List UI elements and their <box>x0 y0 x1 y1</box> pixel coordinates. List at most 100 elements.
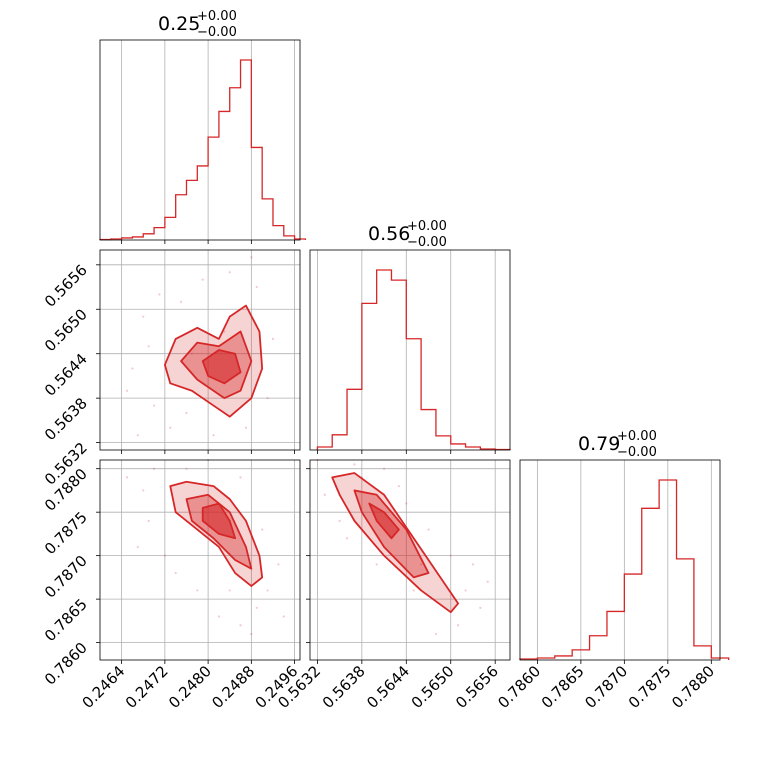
scatter-point <box>449 554 452 557</box>
scatter-point <box>196 589 199 592</box>
scatter-point <box>250 632 253 636</box>
scatter-point <box>228 271 231 274</box>
panel-title-0: 0.25 +0.00 −0.00 <box>158 9 237 40</box>
x-tick-label: 0.5638 <box>319 662 369 712</box>
panel-frame <box>519 459 721 661</box>
x-tick-label: 0.2464 <box>79 662 129 712</box>
y-tick-label: 0.7865 <box>41 595 91 645</box>
scatter-point <box>142 489 145 492</box>
title-plus-1: +0.00 <box>407 219 447 234</box>
scatter-point <box>250 256 253 259</box>
panel-layer: 0.78600.78650.78700.78750.78800.56320.56… <box>41 39 730 712</box>
x-tick-label: 0.7875 <box>625 662 675 712</box>
scatter-point <box>427 528 430 531</box>
scatter-point <box>185 467 188 470</box>
title-value-1: 0.56 <box>368 223 410 245</box>
panel-frame <box>309 459 511 661</box>
scatter-point <box>244 426 248 429</box>
y-tick-label: 0.5644 <box>41 350 91 400</box>
x-tick-label: 0.2472 <box>122 662 172 712</box>
density-panel-1: 0.24640.24720.24800.24880.24960.78600.78… <box>41 458 301 712</box>
scatter-point <box>142 315 145 318</box>
scatter-point <box>255 285 258 289</box>
scatter-point <box>190 352 193 355</box>
scatter-point <box>277 563 280 566</box>
scatter-point <box>486 580 489 583</box>
title-minus-0: −0.00 <box>197 25 237 40</box>
scatter-point <box>271 337 275 340</box>
title-plus-0: +0.00 <box>197 9 237 24</box>
contour-level-3 <box>201 349 242 385</box>
scatter-point <box>353 463 356 466</box>
y-tick-label: 0.7860 <box>41 639 91 689</box>
scatter-point <box>217 615 221 618</box>
contour-level-3 <box>201 502 237 540</box>
scatter-point <box>457 624 460 627</box>
scatter-point <box>239 624 242 627</box>
x-tick-label: 0.7880 <box>668 662 718 712</box>
title-minus-2: −0.00 <box>617 445 657 460</box>
scatter-point <box>375 563 378 566</box>
scatter-point <box>169 426 172 429</box>
scatter-point <box>261 528 264 531</box>
scatter-point <box>125 476 129 479</box>
y-tick-label: 0.5650 <box>41 305 91 355</box>
title-value-2: 0.79 <box>578 433 620 455</box>
scatter-point <box>185 411 188 415</box>
histogram-step-line <box>519 479 730 660</box>
scatter-point <box>420 563 423 566</box>
scatter-point <box>163 554 166 557</box>
title-value-0: 0.25 <box>158 13 200 35</box>
scatter-point <box>397 484 400 488</box>
scatter-point <box>158 293 161 296</box>
contour-level-1 <box>331 472 460 614</box>
scatter-point <box>323 493 326 496</box>
scatter-point <box>147 345 150 348</box>
scatter-point <box>228 589 231 592</box>
scatter-point <box>412 589 415 592</box>
panel-title-1: 0.56 +0.00 −0.00 <box>368 219 447 250</box>
contour-level-1 <box>169 480 264 587</box>
contour-level-3 <box>368 502 400 540</box>
scatter-point <box>266 397 269 400</box>
panel-frame <box>309 249 511 451</box>
x-tick-label: 0.7870 <box>581 662 631 712</box>
panel-title-2: 0.79 +0.00 −0.00 <box>578 429 657 460</box>
x-tick-label: 0.2488 <box>208 662 258 712</box>
scatter-point <box>434 632 438 636</box>
x-tick-label: 0.7860 <box>494 662 544 712</box>
histogram-step-line <box>99 59 307 241</box>
x-tick-label: 0.5656 <box>452 662 502 712</box>
scatter-point <box>147 519 150 522</box>
scatter-point <box>405 502 408 505</box>
scatter-point <box>266 589 269 592</box>
scatter-point <box>479 606 482 609</box>
x-tick-label: 0.2480 <box>165 662 215 712</box>
scatter-point <box>131 367 134 370</box>
panel-frame <box>99 249 301 451</box>
scatter-point <box>152 467 156 470</box>
scatter-point <box>471 563 475 566</box>
x-tick-label: 0.7865 <box>538 662 588 712</box>
histogram-panel-1 <box>309 249 511 454</box>
scatter-point <box>464 589 467 592</box>
histogram-step-line <box>316 269 511 451</box>
scatter-point <box>212 434 215 437</box>
title-layer: 0.25 +0.00 −0.00 0.56 +0.00 −0.00 0.79 +… <box>158 9 657 460</box>
scatter-point <box>152 404 156 407</box>
x-tick-label: 0.5644 <box>363 662 413 712</box>
scatter-point <box>338 519 341 522</box>
scatter-point <box>345 537 349 540</box>
y-tick-label: 0.7875 <box>41 508 91 558</box>
scatter-point <box>125 389 129 392</box>
histogram-panel-0 <box>99 39 307 244</box>
scatter-point <box>282 615 285 618</box>
y-tick-label: 0.7870 <box>41 552 91 602</box>
scatter-point <box>201 278 204 281</box>
panel-frame <box>99 39 301 241</box>
scatter-point <box>382 467 386 470</box>
